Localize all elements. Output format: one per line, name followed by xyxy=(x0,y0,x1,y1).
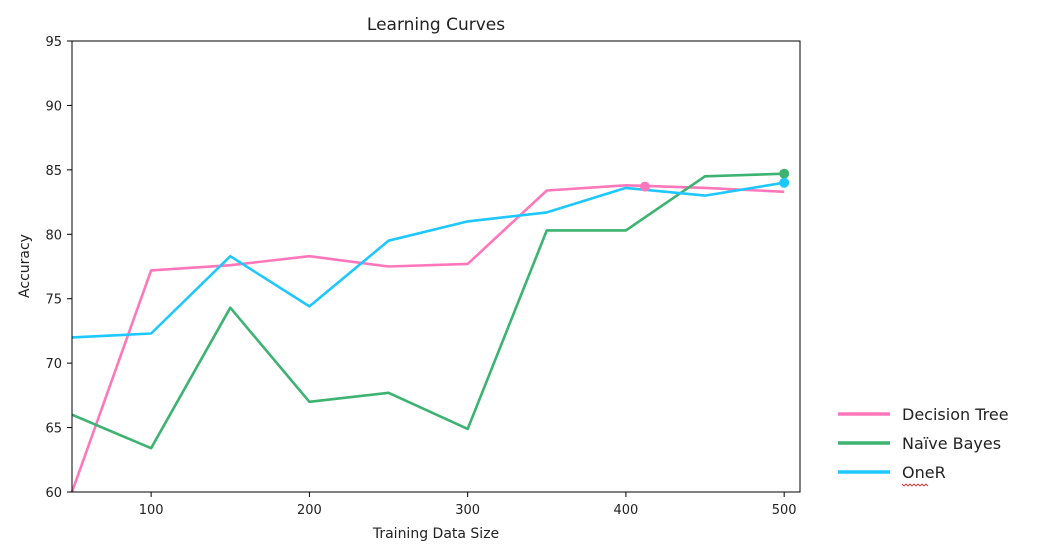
y-tick-label-60: 60 xyxy=(45,486,62,501)
y-axis-ticks: 60 65 70 75 80 85 90 95 xyxy=(45,35,72,501)
legend-label-decision-tree: Decision Tree xyxy=(902,405,1009,424)
legend-label-naive-bayes: Naïve Bayes xyxy=(902,434,1001,453)
y-tick-label-70: 70 xyxy=(45,357,62,372)
y-tick-label-90: 90 xyxy=(45,99,62,114)
spellcheck-underline xyxy=(901,483,929,487)
x-axis-label: Training Data Size xyxy=(372,526,499,542)
y-tick-label-85: 85 xyxy=(45,164,62,179)
y-tick-label-65: 65 xyxy=(45,422,62,437)
series-marker-oner xyxy=(779,177,790,188)
y-axis-label: Accuracy xyxy=(17,234,33,298)
legend: Decision Tree Naïve Bayes OneR xyxy=(838,405,1009,487)
legend-label-oner: OneR xyxy=(902,463,946,482)
y-tick-label-80: 80 xyxy=(45,228,62,243)
y-tick-label-75: 75 xyxy=(45,293,62,308)
series-line-oner xyxy=(71,181,785,339)
series-line-naive-bayes xyxy=(71,172,785,450)
x-tick-label-300: 300 xyxy=(455,503,480,518)
series-marker-naive-bayes xyxy=(779,168,790,179)
x-tick-label-200: 200 xyxy=(297,503,322,518)
x-tick-label-500: 500 xyxy=(772,503,797,518)
y-tick-label-95: 95 xyxy=(45,35,62,50)
chart-title: Learning Curves xyxy=(367,15,505,35)
x-tick-label-400: 400 xyxy=(613,503,638,518)
x-tick-label-100: 100 xyxy=(139,503,164,518)
series-lines xyxy=(70,172,785,493)
plot-frame xyxy=(71,40,801,493)
series-marker-decision-tree xyxy=(639,181,650,192)
series-line-decision-tree xyxy=(70,184,785,493)
series-markers xyxy=(639,168,790,192)
x-axis-ticks: 100 200 300 400 500 xyxy=(139,492,797,518)
